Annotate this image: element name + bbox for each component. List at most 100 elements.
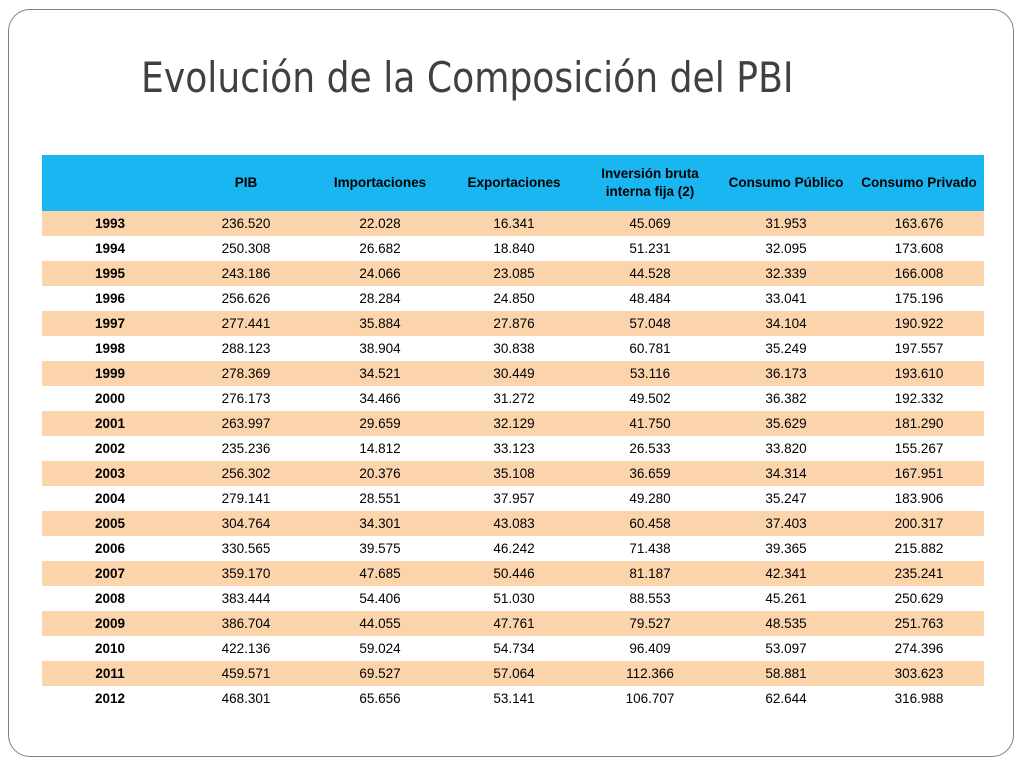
exportaciones-cell: 32.129	[493, 416, 535, 431]
pib-cell: 263.997	[221, 416, 271, 431]
consumo-publico-cell: 62.644	[765, 691, 807, 706]
table-row: 2001 263.997 29.659 32.129 41.750 35.629…	[42, 411, 984, 436]
consumo-publico-cell: 58.881	[765, 666, 807, 681]
consumo-privado-cell: 190.922	[894, 316, 944, 331]
importaciones-cell: 38.904	[359, 341, 401, 356]
consumo-publico-cell: 48.535	[765, 616, 807, 631]
importaciones-cell: 34.521	[359, 366, 401, 381]
consumo-publico-cell: 37.403	[765, 516, 807, 531]
pib-cell: 386.704	[221, 616, 271, 631]
table-row: 2008 383.444 54.406 51.030 88.553 45.261…	[42, 586, 984, 611]
table-row: 2011 459.571 69.527 57.064 112.366 58.88…	[42, 661, 984, 686]
consumo-privado-cell: 181.290	[894, 416, 944, 431]
exportaciones-cell: 43.083	[493, 516, 535, 531]
inversion-cell: 51.231	[629, 241, 671, 256]
consumo-privado-cell: 250.629	[894, 591, 944, 606]
consumo-privado-cell: 197.557	[894, 341, 944, 356]
table-row: 2009 386.704 44.055 47.761 79.527 48.535…	[42, 611, 984, 636]
consumo-publico-cell: 39.365	[765, 541, 807, 556]
inversion-cell: 81.187	[629, 566, 671, 581]
importaciones-cell: 26.682	[359, 241, 401, 256]
pib-cell: 250.308	[221, 241, 271, 256]
importaciones-cell: 14.812	[359, 441, 401, 456]
header-consumo-publico: Consumo Público	[728, 175, 844, 190]
importaciones-cell: 34.301	[359, 516, 401, 531]
table-row: 2012 468.301 65.656 53.141 106.707 62.64…	[42, 686, 984, 711]
pib-cell: 330.565	[221, 541, 271, 556]
year-cell: 2009	[94, 616, 126, 631]
year-cell: 2011	[95, 666, 125, 681]
year-cell: 2002	[94, 441, 126, 456]
header-importaciones: Importaciones	[333, 175, 427, 190]
header-inversion: Inversión bruta interna fija (2)	[601, 166, 699, 199]
importaciones-cell: 35.884	[359, 316, 401, 331]
table-row: 1999 278.369 34.521 30.449 53.116 36.173…	[42, 361, 984, 386]
importaciones-cell: 24.066	[359, 266, 401, 281]
year-cell: 2007	[94, 566, 126, 581]
inversion-cell: 60.781	[629, 341, 671, 356]
exportaciones-cell: 16.341	[493, 216, 535, 231]
inversion-cell: 96.409	[629, 641, 671, 656]
exportaciones-cell: 54.734	[493, 641, 535, 656]
table-row: 1995 243.186 24.066 23.085 44.528 32.339…	[42, 261, 984, 286]
consumo-publico-cell: 53.097	[765, 641, 807, 656]
importaciones-cell: 22.028	[359, 216, 401, 231]
importaciones-cell: 69.527	[359, 666, 401, 681]
exportaciones-cell: 37.957	[493, 491, 535, 506]
page-title: Evolución de la Composición del PBI	[141, 53, 794, 102]
importaciones-cell: 65.656	[359, 691, 401, 706]
inversion-cell: 60.458	[629, 516, 671, 531]
consumo-publico-cell: 34.314	[765, 466, 807, 481]
consumo-publico-cell: 35.247	[765, 491, 807, 506]
year-cell: 1995	[94, 266, 126, 281]
table-row: 2002 235.236 14.812 33.123 26.533 33.820…	[42, 436, 984, 461]
pib-cell: 304.764	[221, 516, 271, 531]
inversion-cell: 45.069	[629, 216, 671, 231]
exportaciones-cell: 27.876	[493, 316, 535, 331]
table-row: 2010 422.136 59.024 54.734 96.409 53.097…	[42, 636, 984, 661]
year-cell: 2008	[94, 591, 126, 606]
inversion-cell: 36.659	[629, 466, 671, 481]
importaciones-cell: 47.685	[359, 566, 401, 581]
importaciones-cell: 34.466	[359, 391, 401, 406]
inversion-cell: 49.280	[629, 491, 671, 506]
consumo-privado-cell: 167.951	[894, 466, 944, 481]
inversion-cell: 71.438	[629, 541, 671, 556]
consumo-publico-cell: 35.249	[765, 341, 807, 356]
year-cell: 2001	[94, 416, 126, 431]
table-row: 1997 277.441 35.884 27.876 57.048 34.104…	[42, 311, 984, 336]
inversion-cell: 88.553	[629, 591, 671, 606]
pib-cell: 468.301	[221, 691, 271, 706]
pib-cell: 279.141	[221, 491, 271, 506]
pib-cell: 422.136	[221, 641, 271, 656]
consumo-privado-cell: 215.882	[894, 541, 944, 556]
year-cell: 1996	[94, 291, 126, 306]
exportaciones-cell: 51.030	[493, 591, 535, 606]
slide-frame: Evolución de la Composición del PBI	[8, 9, 1014, 757]
inversion-cell: 57.048	[629, 316, 671, 331]
importaciones-cell: 20.376	[359, 466, 401, 481]
pib-cell: 459.571	[221, 666, 271, 681]
consumo-privado-cell: 192.332	[894, 391, 944, 406]
importaciones-cell: 54.406	[359, 591, 401, 606]
consumo-privado-cell: 166.008	[894, 266, 944, 281]
consumo-privado-cell: 303.623	[894, 666, 944, 681]
consumo-privado-cell: 175.196	[894, 291, 944, 306]
consumo-publico-cell: 31.953	[765, 216, 807, 231]
inversion-cell: 53.116	[629, 366, 671, 381]
consumo-publico-cell: 36.173	[765, 366, 807, 381]
exportaciones-cell: 23.085	[493, 266, 535, 281]
exportaciones-cell: 33.123	[493, 441, 535, 456]
importaciones-cell: 59.024	[359, 641, 401, 656]
year-cell: 1994	[94, 241, 126, 256]
exportaciones-cell: 53.141	[493, 691, 535, 706]
consumo-privado-cell: 274.396	[894, 641, 944, 656]
header-year	[42, 155, 178, 211]
pib-cell: 276.173	[221, 391, 271, 406]
exportaciones-cell: 50.446	[493, 566, 535, 581]
header-exportaciones: Exportaciones	[467, 175, 561, 190]
exportaciones-cell: 46.242	[493, 541, 535, 556]
importaciones-cell: 44.055	[359, 616, 401, 631]
consumo-publico-cell: 34.104	[765, 316, 807, 331]
year-cell: 2000	[94, 391, 126, 406]
